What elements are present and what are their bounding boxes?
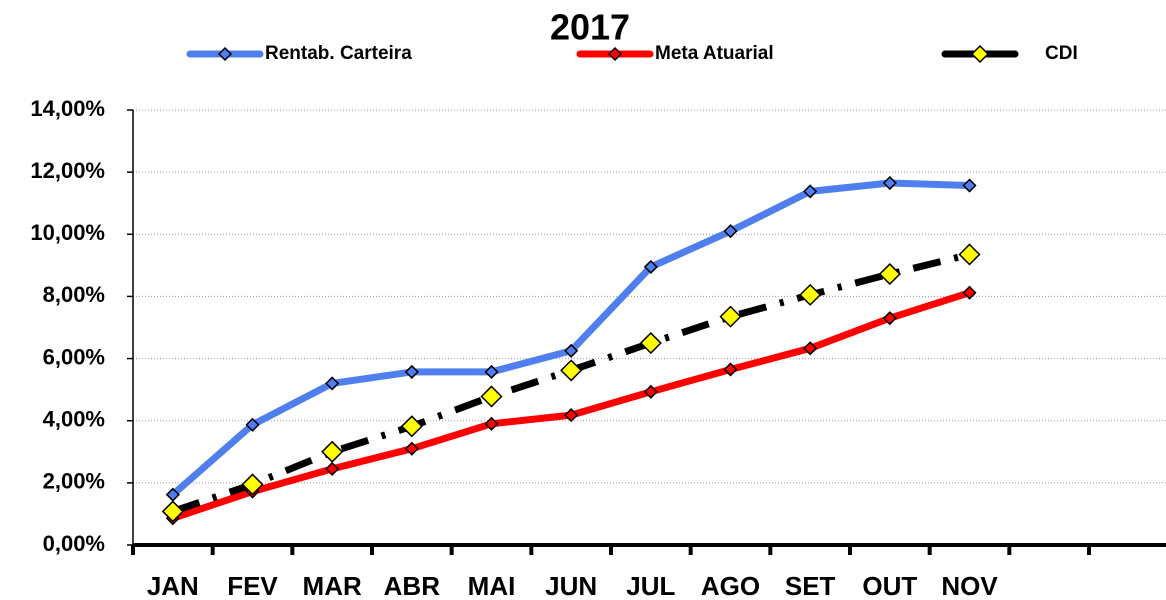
y-tick-label: 6,00% xyxy=(43,344,105,369)
legend-marker xyxy=(217,46,233,62)
marker xyxy=(241,473,264,496)
marker xyxy=(643,259,658,274)
x-tick-label: JUL xyxy=(626,571,675,600)
marker xyxy=(404,364,419,379)
marker xyxy=(799,283,822,306)
marker xyxy=(643,384,658,399)
y-tick-label: 0,00% xyxy=(43,531,105,556)
series-line xyxy=(171,251,971,515)
x-tick-label: JAN xyxy=(147,571,199,600)
marker xyxy=(161,500,184,523)
marker xyxy=(245,417,260,432)
legend-label: Meta Atuarial xyxy=(655,43,774,64)
marker xyxy=(803,341,818,356)
marker xyxy=(321,440,344,463)
x-tick-label: NOV xyxy=(941,571,998,600)
marker xyxy=(564,343,579,358)
y-tick-label: 2,00% xyxy=(43,469,105,494)
x-tick-label: SET xyxy=(785,571,836,600)
marker xyxy=(325,461,340,476)
chart-title: 2017 xyxy=(550,7,630,48)
y-tick-label: 14,00% xyxy=(30,96,105,121)
marker xyxy=(480,385,503,408)
marker xyxy=(803,184,818,199)
marker xyxy=(723,362,738,377)
legend-label: Rentab. Carteira xyxy=(265,43,412,64)
marker xyxy=(719,305,742,328)
marker xyxy=(962,178,977,193)
y-tick-label: 8,00% xyxy=(43,282,105,307)
marker xyxy=(564,408,579,423)
x-tick-label: FEV xyxy=(227,571,278,600)
series-line xyxy=(170,179,970,498)
marker xyxy=(882,311,897,326)
marker xyxy=(723,224,738,239)
marker xyxy=(962,285,977,300)
marker xyxy=(639,331,662,355)
legend-marker xyxy=(970,44,990,64)
x-tick-label: OUT xyxy=(862,571,917,600)
x-tick-label: MAR xyxy=(303,571,362,600)
x-tick-label: JUN xyxy=(545,571,597,600)
marker xyxy=(484,416,499,431)
marker xyxy=(400,415,423,438)
marker xyxy=(404,441,419,456)
marker xyxy=(882,175,897,191)
x-tick-label: ABR xyxy=(384,571,441,600)
y-tick-label: 12,00% xyxy=(30,158,105,183)
marker xyxy=(958,243,981,266)
y-tick-label: 10,00% xyxy=(30,220,105,245)
marker xyxy=(560,359,583,382)
legend-marker xyxy=(607,46,623,62)
x-tick-label: MAI xyxy=(468,571,516,600)
x-tick-label: AGO xyxy=(701,571,760,600)
marker xyxy=(878,262,901,286)
y-tick-label: 4,00% xyxy=(43,407,105,432)
marker xyxy=(484,364,499,379)
legend-label: CDI xyxy=(1045,43,1078,64)
marker xyxy=(325,376,340,391)
